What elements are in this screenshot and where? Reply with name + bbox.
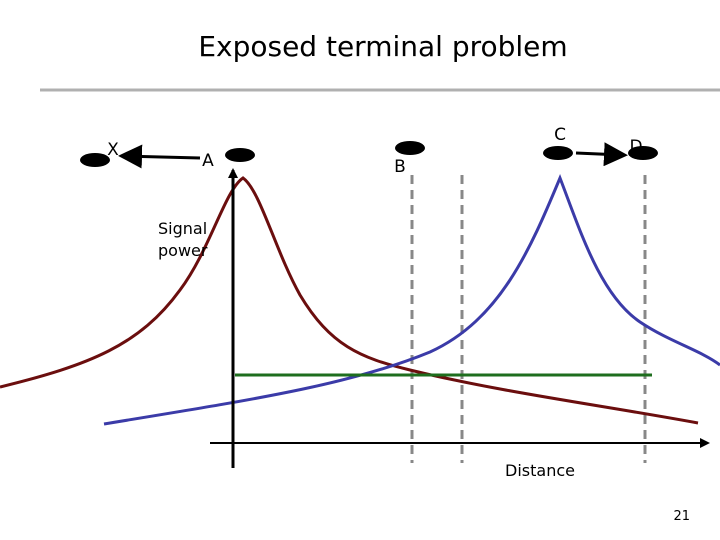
x-axis-label: Distance [505,461,575,480]
node [225,148,255,162]
node-label: C [554,125,566,145]
node-label: X [107,140,119,160]
signal-curve-c [103,173,720,426]
node-label: B [394,157,406,177]
node [543,146,573,160]
node [80,153,110,167]
signal-curve-a [0,176,699,425]
node [628,146,658,160]
node-label: D [629,137,642,157]
node [395,141,425,155]
arrow [118,144,201,169]
y-axis-label: Signal power [158,219,208,260]
node-label: A [202,151,214,171]
page-number: 21 [673,509,690,524]
title: Exposed terminal problem [198,30,567,63]
arrow [575,142,628,167]
